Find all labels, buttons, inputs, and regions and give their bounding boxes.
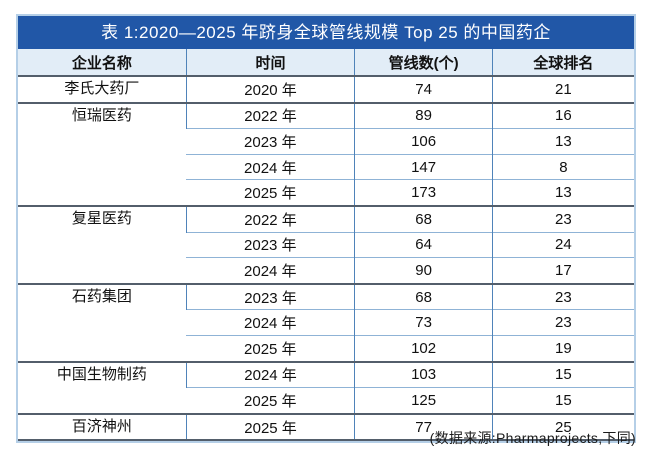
table-row: 恒瑞医药 2022 年 89 16 bbox=[18, 101, 634, 206]
rank-cell: 23 bbox=[491, 204, 634, 233]
rank-cell: 17 bbox=[491, 257, 634, 284]
column-header-rank: 全球排名 bbox=[491, 49, 634, 77]
rank-cell: 15 bbox=[491, 360, 634, 388]
pipeline-count-cell: 64 bbox=[354, 231, 493, 258]
rank-cell: 15 bbox=[491, 387, 634, 414]
pipeline-count-cell: 102 bbox=[354, 334, 493, 362]
company-cell: 中国生物制药 bbox=[18, 360, 187, 414]
pipeline-count-cell: 89 bbox=[354, 101, 493, 129]
year-cell: 2025 年 bbox=[186, 387, 355, 414]
company-cell: 石药集团 bbox=[18, 282, 187, 362]
rank-cell: 16 bbox=[491, 101, 634, 129]
year-cell: 2025 年 bbox=[185, 412, 355, 441]
pipeline-count-cell: 77 bbox=[354, 412, 493, 441]
data-source-note: (数据来源:Pharmaprojects,下同) bbox=[429, 430, 636, 446]
pipeline-count-cell: 68 bbox=[354, 204, 493, 233]
pipeline-table: 表 1:2020—2025 年跻身全球管线规模 Top 25 的中国药企 企业名… bbox=[16, 14, 636, 444]
pipeline-count-cell: 125 bbox=[354, 387, 493, 414]
pipeline-count-cell: 173 bbox=[354, 179, 493, 206]
data-table: 企业名称 时间 管线数(个) 全球排名 李氏大药厂 2020 年 74 21 恒瑞医药 2… bbox=[18, 49, 634, 442]
pipeline-count-cell: 103 bbox=[354, 360, 493, 388]
table-row: 2023 年 64 24 bbox=[18, 231, 634, 258]
column-header-year: 时间 bbox=[185, 49, 355, 77]
table-row: 2024 年 73 23 bbox=[18, 309, 634, 336]
table-row: 中国生物制药 2024 年 103 15 bbox=[18, 360, 634, 414]
table-body: 李氏大药厂 2020 年 74 21 恒瑞医药 2022 年 89 16 2023 年 106 13… bbox=[18, 75, 634, 441]
column-header-pipelines: 管线数(个) bbox=[354, 49, 493, 77]
rank-cell: 23 bbox=[491, 282, 634, 310]
pipeline-count-cell: 74 bbox=[354, 75, 493, 103]
table-row: 2025 年 173 13 bbox=[18, 179, 634, 206]
table-row: 2025 年 125 15 bbox=[18, 387, 634, 414]
company-cell: 李氏大药厂 bbox=[18, 75, 187, 103]
table-row: 百济神州 2025 年 77 25 bbox=[18, 412, 634, 441]
year-cell: 2024 年 bbox=[186, 257, 355, 284]
header-row: 企业名称 时间 管线数(个) 全球排名 bbox=[18, 49, 634, 77]
year-cell: 2025 年 bbox=[186, 179, 355, 206]
pipeline-count-cell: 73 bbox=[354, 309, 493, 336]
pipeline-count-cell: 106 bbox=[354, 128, 493, 155]
year-cell: 2022 年 bbox=[185, 204, 355, 233]
pipeline-count-cell: 147 bbox=[354, 153, 493, 180]
table-row: 2024 年 90 17 bbox=[18, 257, 634, 284]
rank-cell: 21 bbox=[491, 75, 634, 103]
company-cell: 百济神州 bbox=[18, 412, 187, 441]
year-cell: 2023 年 bbox=[186, 128, 355, 155]
year-cell: 2023 年 bbox=[185, 282, 355, 310]
year-cell: 2024 年 bbox=[186, 309, 355, 336]
year-cell: 2020 年 bbox=[185, 75, 355, 103]
table-row: 复星医药 2022 年 68 23 bbox=[18, 204, 634, 284]
year-cell: 2024 年 bbox=[186, 153, 355, 180]
year-cell: 2023 年 bbox=[186, 231, 355, 258]
table-row: 2023 年 106 13 bbox=[18, 128, 634, 155]
table-row: 李氏大药厂 2020 年 74 21 bbox=[18, 75, 634, 103]
rank-cell: 24 bbox=[491, 231, 634, 258]
column-header-company: 企业名称 bbox=[18, 49, 187, 77]
rank-cell: 23 bbox=[491, 309, 634, 336]
year-cell: 2022 年 bbox=[185, 101, 355, 129]
pipeline-count-cell: 68 bbox=[354, 282, 493, 310]
rank-cell: 13 bbox=[491, 179, 634, 206]
table-row: 2024 年 147 8 bbox=[18, 153, 634, 180]
table-header: 企业名称 时间 管线数(个) 全球排名 bbox=[18, 49, 634, 77]
year-cell: 2025 年 bbox=[186, 334, 355, 362]
rank-cell: 13 bbox=[491, 128, 634, 155]
table-row: 石药集团 2023 年 68 23 bbox=[18, 282, 634, 362]
pipeline-count-cell: 90 bbox=[354, 257, 493, 284]
rank-cell: 25 bbox=[491, 412, 634, 441]
rank-cell: 19 bbox=[491, 334, 634, 362]
company-cell: 恒瑞医药 bbox=[18, 101, 187, 206]
table-row: 2025 年 102 19 bbox=[18, 334, 634, 362]
table-title: 表 1:2020—2025 年跻身全球管线规模 Top 25 的中国药企 bbox=[18, 16, 634, 49]
company-cell: 复星医药 bbox=[18, 204, 187, 284]
rank-cell: 8 bbox=[491, 153, 634, 180]
year-cell: 2024 年 bbox=[185, 360, 355, 388]
